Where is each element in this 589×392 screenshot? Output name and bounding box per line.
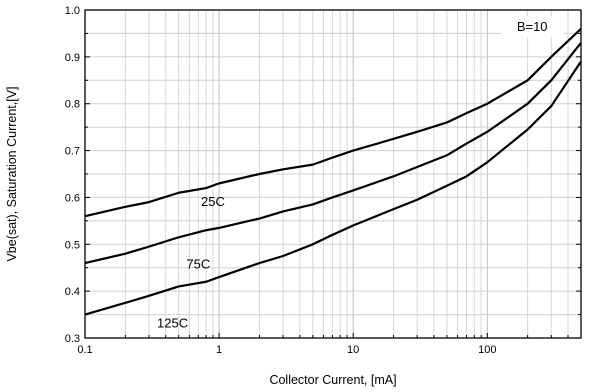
series-line-75C — [84, 42, 582, 265]
y-tick-label: 0.3 — [65, 333, 80, 345]
x-tick-label: 10 — [347, 344, 359, 356]
annotation-bg — [501, 16, 564, 38]
y-axis-title: Vbe(sat), Saturation Current,[V] — [5, 86, 19, 261]
series-label-75C: 75C — [186, 257, 210, 272]
x-tick-label: 1 — [216, 344, 222, 356]
x-tick-label: 0.1 — [77, 344, 92, 356]
series-label-25C: 25C — [201, 194, 225, 209]
y-tick-label: 0.5 — [65, 239, 80, 251]
y-tick-label: 1.0 — [65, 5, 80, 17]
y-tick-label: 0.4 — [65, 286, 80, 298]
x-axis-title: Collector Current, [mA] — [269, 373, 396, 387]
series-label-125C: 125C — [157, 316, 188, 331]
y-tick-label: 0.6 — [65, 192, 80, 204]
annotations: 25C 75C 125C B=10 — [157, 16, 564, 331]
axis-ticks: 0.1 1 10 100 0.3 0.4 0.5 0.6 0.7 0.8 0.9 1.0 — [65, 5, 582, 356]
series-line-25C — [84, 27, 582, 218]
grid — [84, 9, 582, 339]
y-tick-label: 0.8 — [65, 99, 80, 111]
series-lines — [84, 27, 582, 316]
beta-annotation: B=10 — [517, 19, 548, 34]
y-tick-label: 0.7 — [65, 146, 80, 158]
y-tick-label: 0.9 — [65, 52, 80, 64]
series-line-125C — [84, 60, 582, 316]
x-tick-label: 100 — [478, 344, 496, 356]
